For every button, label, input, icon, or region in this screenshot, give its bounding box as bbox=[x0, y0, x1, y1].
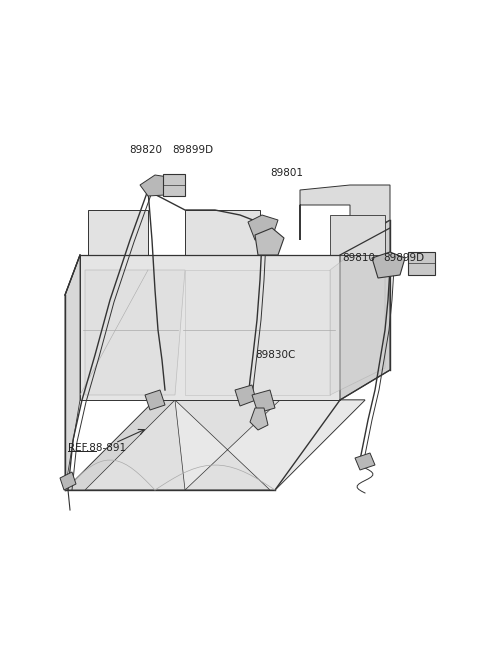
Polygon shape bbox=[330, 228, 385, 395]
Polygon shape bbox=[65, 400, 175, 490]
Polygon shape bbox=[185, 210, 260, 255]
Polygon shape bbox=[88, 210, 148, 255]
Text: 89899D: 89899D bbox=[383, 253, 424, 263]
Polygon shape bbox=[65, 400, 365, 490]
Text: 89801: 89801 bbox=[270, 168, 303, 178]
Polygon shape bbox=[408, 252, 435, 275]
Polygon shape bbox=[145, 390, 165, 410]
Polygon shape bbox=[355, 453, 375, 470]
Polygon shape bbox=[250, 408, 268, 430]
Polygon shape bbox=[85, 270, 185, 395]
Polygon shape bbox=[235, 385, 256, 406]
Polygon shape bbox=[163, 174, 185, 196]
Text: 89810: 89810 bbox=[342, 253, 375, 263]
Text: 89899D: 89899D bbox=[172, 145, 213, 155]
Polygon shape bbox=[140, 175, 175, 196]
Text: 89820: 89820 bbox=[129, 145, 162, 155]
Polygon shape bbox=[372, 252, 405, 278]
Polygon shape bbox=[248, 215, 278, 240]
Text: 89830C: 89830C bbox=[255, 350, 295, 360]
Polygon shape bbox=[252, 390, 275, 413]
Polygon shape bbox=[65, 255, 80, 490]
Polygon shape bbox=[185, 270, 330, 395]
Text: REF.88-891: REF.88-891 bbox=[68, 443, 126, 453]
Polygon shape bbox=[340, 220, 390, 400]
Polygon shape bbox=[175, 400, 365, 490]
Polygon shape bbox=[80, 255, 340, 400]
Polygon shape bbox=[330, 215, 385, 255]
Polygon shape bbox=[300, 185, 390, 240]
Polygon shape bbox=[60, 472, 76, 490]
Polygon shape bbox=[255, 228, 284, 255]
